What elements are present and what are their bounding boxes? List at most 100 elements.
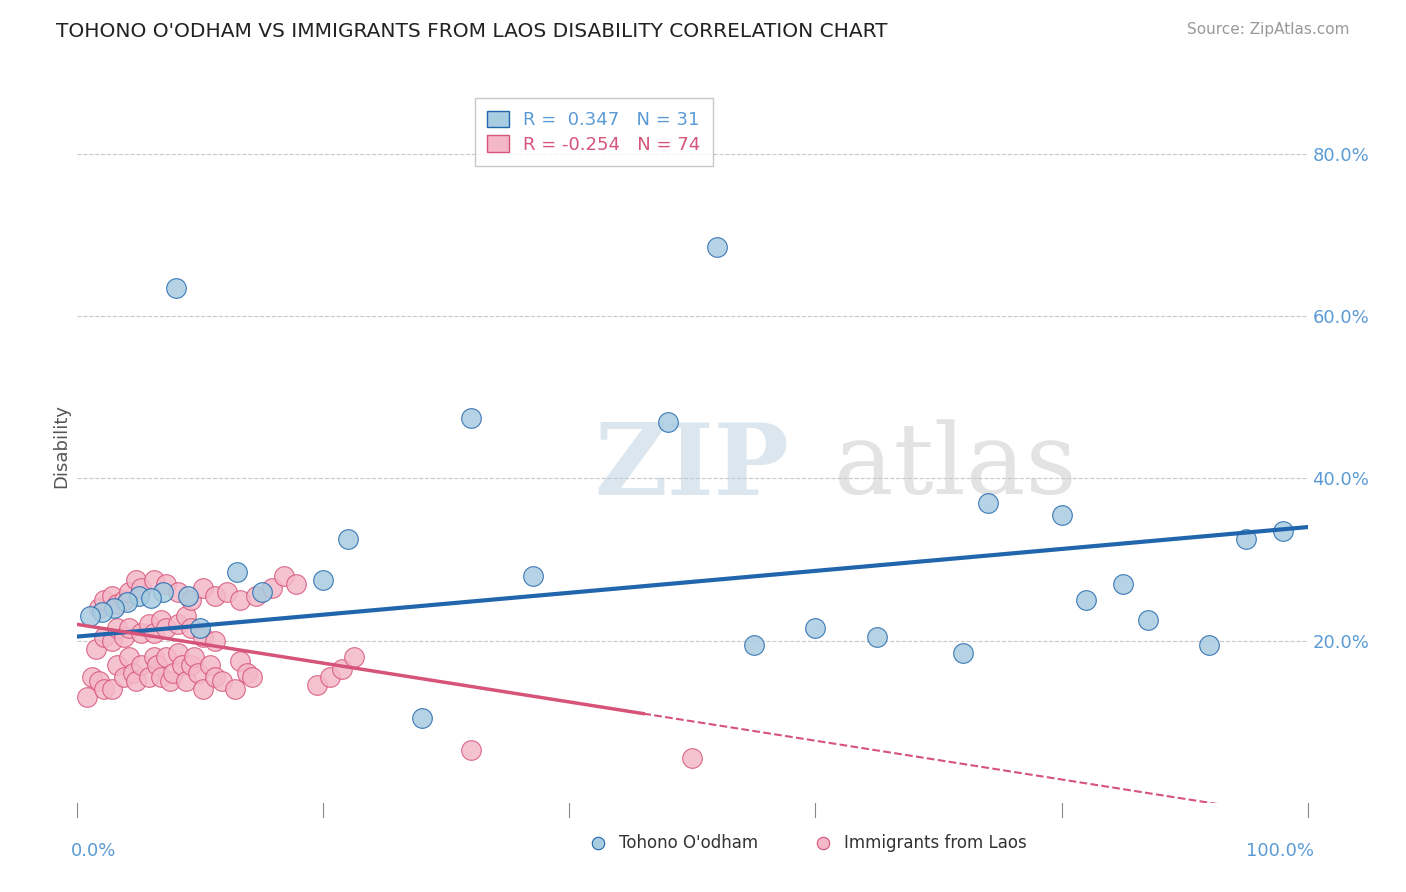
Point [804,622,827,636]
Point [155,622,177,636]
Point [183,649,205,664]
Point [307,678,329,692]
Text: Tohono O'odham: Tohono O'odham [619,834,758,852]
Point [150,670,173,684]
Point [187,666,209,681]
Point [1076,593,1098,607]
Point [155,649,177,664]
Point [125,674,148,689]
Point [211,674,233,689]
Point [706,240,728,254]
Point [138,670,160,684]
Point [159,674,181,689]
Point [125,573,148,587]
Point [101,633,124,648]
Point [224,682,246,697]
Point [245,589,267,603]
Point [682,751,704,765]
Point [150,613,173,627]
Point [165,281,187,295]
Point [1234,533,1257,547]
Point [82,670,104,684]
Point [1112,577,1135,591]
Point [93,682,115,697]
Point [101,589,124,603]
Point [177,589,200,603]
Point [522,568,544,582]
Point [129,625,153,640]
Point [138,617,160,632]
Point [162,666,184,681]
Point [204,633,226,648]
Point [90,605,114,619]
Point [977,496,1000,510]
Point [115,595,138,609]
Point [236,666,259,681]
Point [112,670,135,684]
Point [952,646,974,660]
Point [1198,638,1220,652]
Point [167,617,190,632]
Point [343,649,366,664]
Point [101,682,124,697]
Point [93,593,115,607]
Point [121,666,143,681]
Point [128,589,150,603]
Point [866,630,889,644]
Point [105,622,128,636]
Point [330,662,353,676]
Point [142,649,165,664]
Point [142,573,165,587]
Point [174,674,197,689]
Point [129,657,153,672]
Point [191,581,214,595]
Point [180,593,202,607]
Point [188,622,212,636]
Point [103,601,125,615]
Point [811,836,834,850]
Text: Immigrants from Laos: Immigrants from Laos [844,834,1026,852]
Point [105,657,128,672]
Point [141,591,163,606]
Point [318,670,340,684]
Point [191,682,214,697]
Text: 100.0%: 100.0% [1246,842,1313,860]
Point [260,581,283,595]
Text: ZIP: ZIP [595,419,789,516]
Point [76,690,98,705]
Point [250,585,273,599]
Point [112,593,135,607]
Point [586,836,609,850]
Point [84,641,107,656]
Y-axis label: Disability: Disability [52,404,70,488]
Point [204,670,226,684]
Point [118,649,141,664]
Point [1050,508,1073,522]
Point [146,657,169,672]
Point [129,581,153,595]
Point [155,577,177,591]
Point [460,743,482,757]
Point [460,410,482,425]
Point [93,630,115,644]
Point [217,585,239,599]
Legend: R =  0.347   N = 31, R = -0.254   N = 74: R = 0.347 N = 31, R = -0.254 N = 74 [475,98,713,166]
Point [79,609,101,624]
Point [1272,524,1295,538]
Point [89,601,111,615]
Point [180,657,202,672]
Point [142,625,165,640]
Point [228,593,252,607]
Point [167,646,190,660]
Point [180,622,202,636]
Point [411,711,433,725]
Text: Source: ZipAtlas.com: Source: ZipAtlas.com [1187,22,1350,37]
Point [228,654,252,668]
Text: atlas: atlas [834,419,1077,516]
Point [89,674,111,689]
Point [285,577,308,591]
Point [200,657,222,672]
Point [152,585,174,599]
Point [226,565,249,579]
Point [174,609,197,624]
